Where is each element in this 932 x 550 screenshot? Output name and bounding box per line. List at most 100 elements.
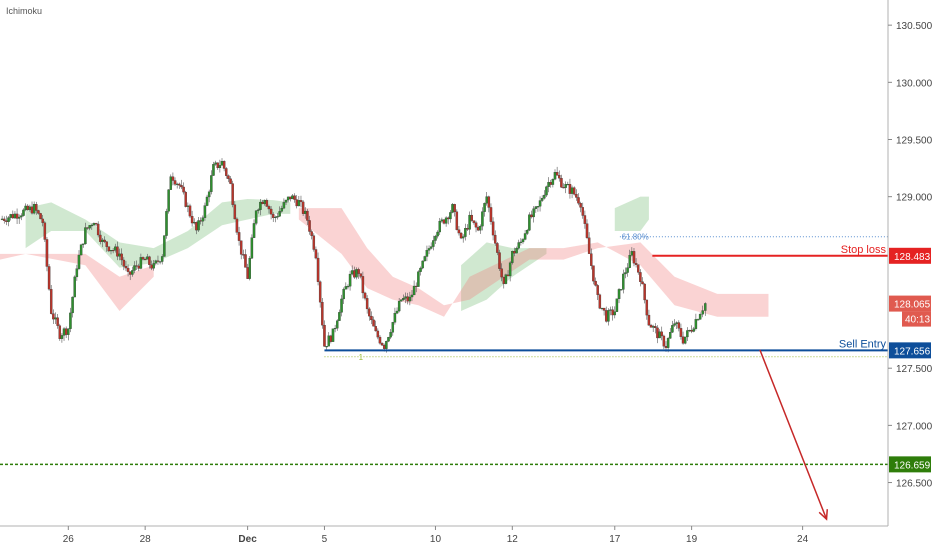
candle-body: [449, 212, 452, 220]
candle-body: [662, 335, 666, 347]
candle-body: [658, 331, 661, 339]
candle-body: [654, 326, 657, 329]
kumo-bear-segment: [298, 208, 769, 317]
candle-body: [538, 200, 542, 207]
candle-body: [79, 244, 83, 256]
candle-body: [92, 223, 96, 226]
candle-body: [370, 315, 373, 321]
candle-body: [498, 252, 501, 269]
candle-body: [291, 195, 294, 200]
candle-body: [180, 185, 183, 188]
candle-body: [210, 175, 213, 192]
candle-body: [265, 200, 269, 207]
candle-body: [590, 253, 593, 266]
candle-body: [267, 206, 271, 210]
candle-body: [609, 309, 612, 311]
candle-body: [96, 223, 100, 236]
candle-body: [628, 255, 631, 268]
candle-body: [237, 232, 241, 241]
candle-body: [314, 249, 318, 259]
candle-body: [566, 184, 570, 186]
candle-body: [62, 328, 66, 336]
candle-body: [363, 292, 367, 299]
candle-body: [227, 175, 230, 179]
candle-body: [20, 215, 23, 218]
x-tick-label: 17: [609, 534, 621, 545]
candle-body: [434, 235, 437, 241]
candle-body: [120, 253, 123, 261]
candle-body: [327, 335, 330, 347]
candle-body: [587, 237, 591, 254]
candle-body: [558, 175, 561, 179]
kumo-bear-segment: [0, 253, 154, 312]
candle-body: [131, 270, 134, 275]
candle-body: [188, 205, 192, 217]
candle-body: [540, 198, 544, 201]
candle-body: [440, 219, 444, 222]
candle-body: [361, 276, 365, 294]
candle-body: [583, 215, 587, 224]
candle-body: [118, 253, 121, 257]
y-tick-label: 129.000: [896, 193, 932, 204]
candle-body: [500, 268, 503, 278]
candle-body: [675, 322, 678, 324]
candle-body: [372, 319, 375, 327]
candle-body: [395, 310, 399, 314]
candle-body: [133, 265, 136, 271]
candle-body: [634, 263, 638, 265]
candle-body: [615, 298, 619, 312]
candle-body: [385, 341, 388, 349]
candle-body: [481, 211, 484, 227]
candle-body: [148, 256, 151, 265]
x-tick-label: 12: [507, 534, 519, 545]
candle-body: [156, 260, 160, 262]
candle-body: [660, 331, 663, 337]
countdown-badge: 40:13: [905, 315, 930, 326]
candle-body: [86, 227, 89, 229]
candle-body: [75, 268, 79, 278]
candle-body: [464, 228, 467, 237]
candle-body: [88, 225, 91, 229]
candle-body: [190, 215, 194, 224]
candle-body: [348, 273, 352, 287]
candle-body: [24, 205, 27, 211]
candle-body: [269, 208, 273, 215]
candle-body: [671, 325, 674, 333]
time-axis[interactable]: 26 28 Dec 5 10 12 17 19 24: [0, 525, 888, 545]
candle-body: [329, 335, 333, 342]
candle-body: [519, 241, 523, 243]
candle-body: [681, 336, 685, 344]
price-axis[interactable]: 130.500 130.000 129.500 129.000 127.500 127.0…: [887, 0, 932, 550]
candle-body: [683, 336, 687, 344]
x-tick-label: 26: [63, 534, 75, 545]
candle-body: [624, 272, 627, 275]
candle-body: [52, 313, 55, 320]
countdown-badge-bg: [902, 311, 931, 327]
candle-body: [483, 203, 486, 212]
candle-body: [406, 296, 409, 302]
candle-body: [637, 264, 640, 273]
candle-body: [195, 222, 198, 231]
candle-body: [442, 219, 446, 224]
price-candles: [0, 158, 707, 353]
candle-body: [229, 178, 232, 184]
x-tick-label: 24: [797, 534, 809, 545]
current-price-badge: 128.065: [894, 300, 931, 311]
candle-body: [3, 218, 6, 221]
candle-body: [141, 257, 145, 260]
candle-body: [598, 294, 602, 309]
candle-body: [502, 276, 506, 284]
candle-body: [504, 274, 508, 284]
candle-body: [58, 325, 62, 339]
x-tick-label: 10: [430, 534, 442, 545]
candle-body: [534, 206, 538, 209]
candle-body: [150, 264, 153, 269]
candle-body: [239, 240, 243, 255]
candle-body: [111, 250, 115, 252]
candle-body: [355, 269, 358, 278]
candle-body: [295, 199, 298, 207]
candle-body: [666, 338, 670, 348]
candle-body: [242, 254, 245, 256]
candle-body: [276, 216, 279, 218]
